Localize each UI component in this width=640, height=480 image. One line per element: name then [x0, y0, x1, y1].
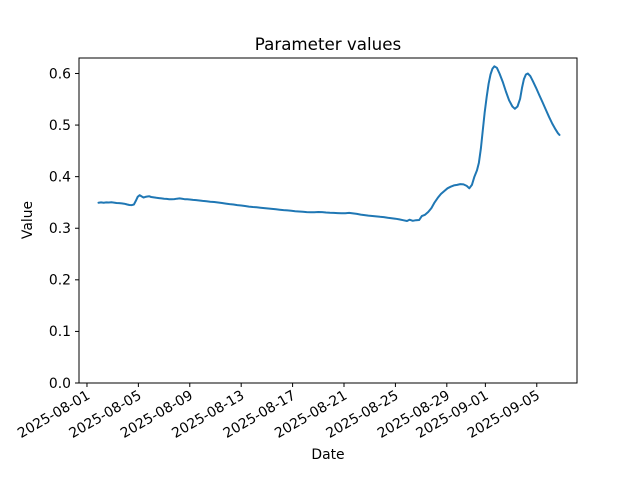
- y-tick-label: 0.1: [49, 324, 71, 340]
- x-axis-label: Date: [311, 447, 344, 463]
- y-axis-label: Value: [20, 201, 36, 239]
- y-tick-label: 0.4: [49, 169, 71, 185]
- axes-spines: [78, 57, 578, 384]
- chart-title: Parameter values: [255, 34, 401, 54]
- y-tick-label: 0.2: [49, 273, 71, 289]
- y-tick-label: 0.5: [49, 118, 71, 134]
- data-line: [97, 65, 561, 222]
- y-tick-label: 0.6: [49, 66, 71, 82]
- y-tick-label: 0.3: [49, 221, 71, 237]
- y-tick-label: 0.0: [49, 376, 71, 392]
